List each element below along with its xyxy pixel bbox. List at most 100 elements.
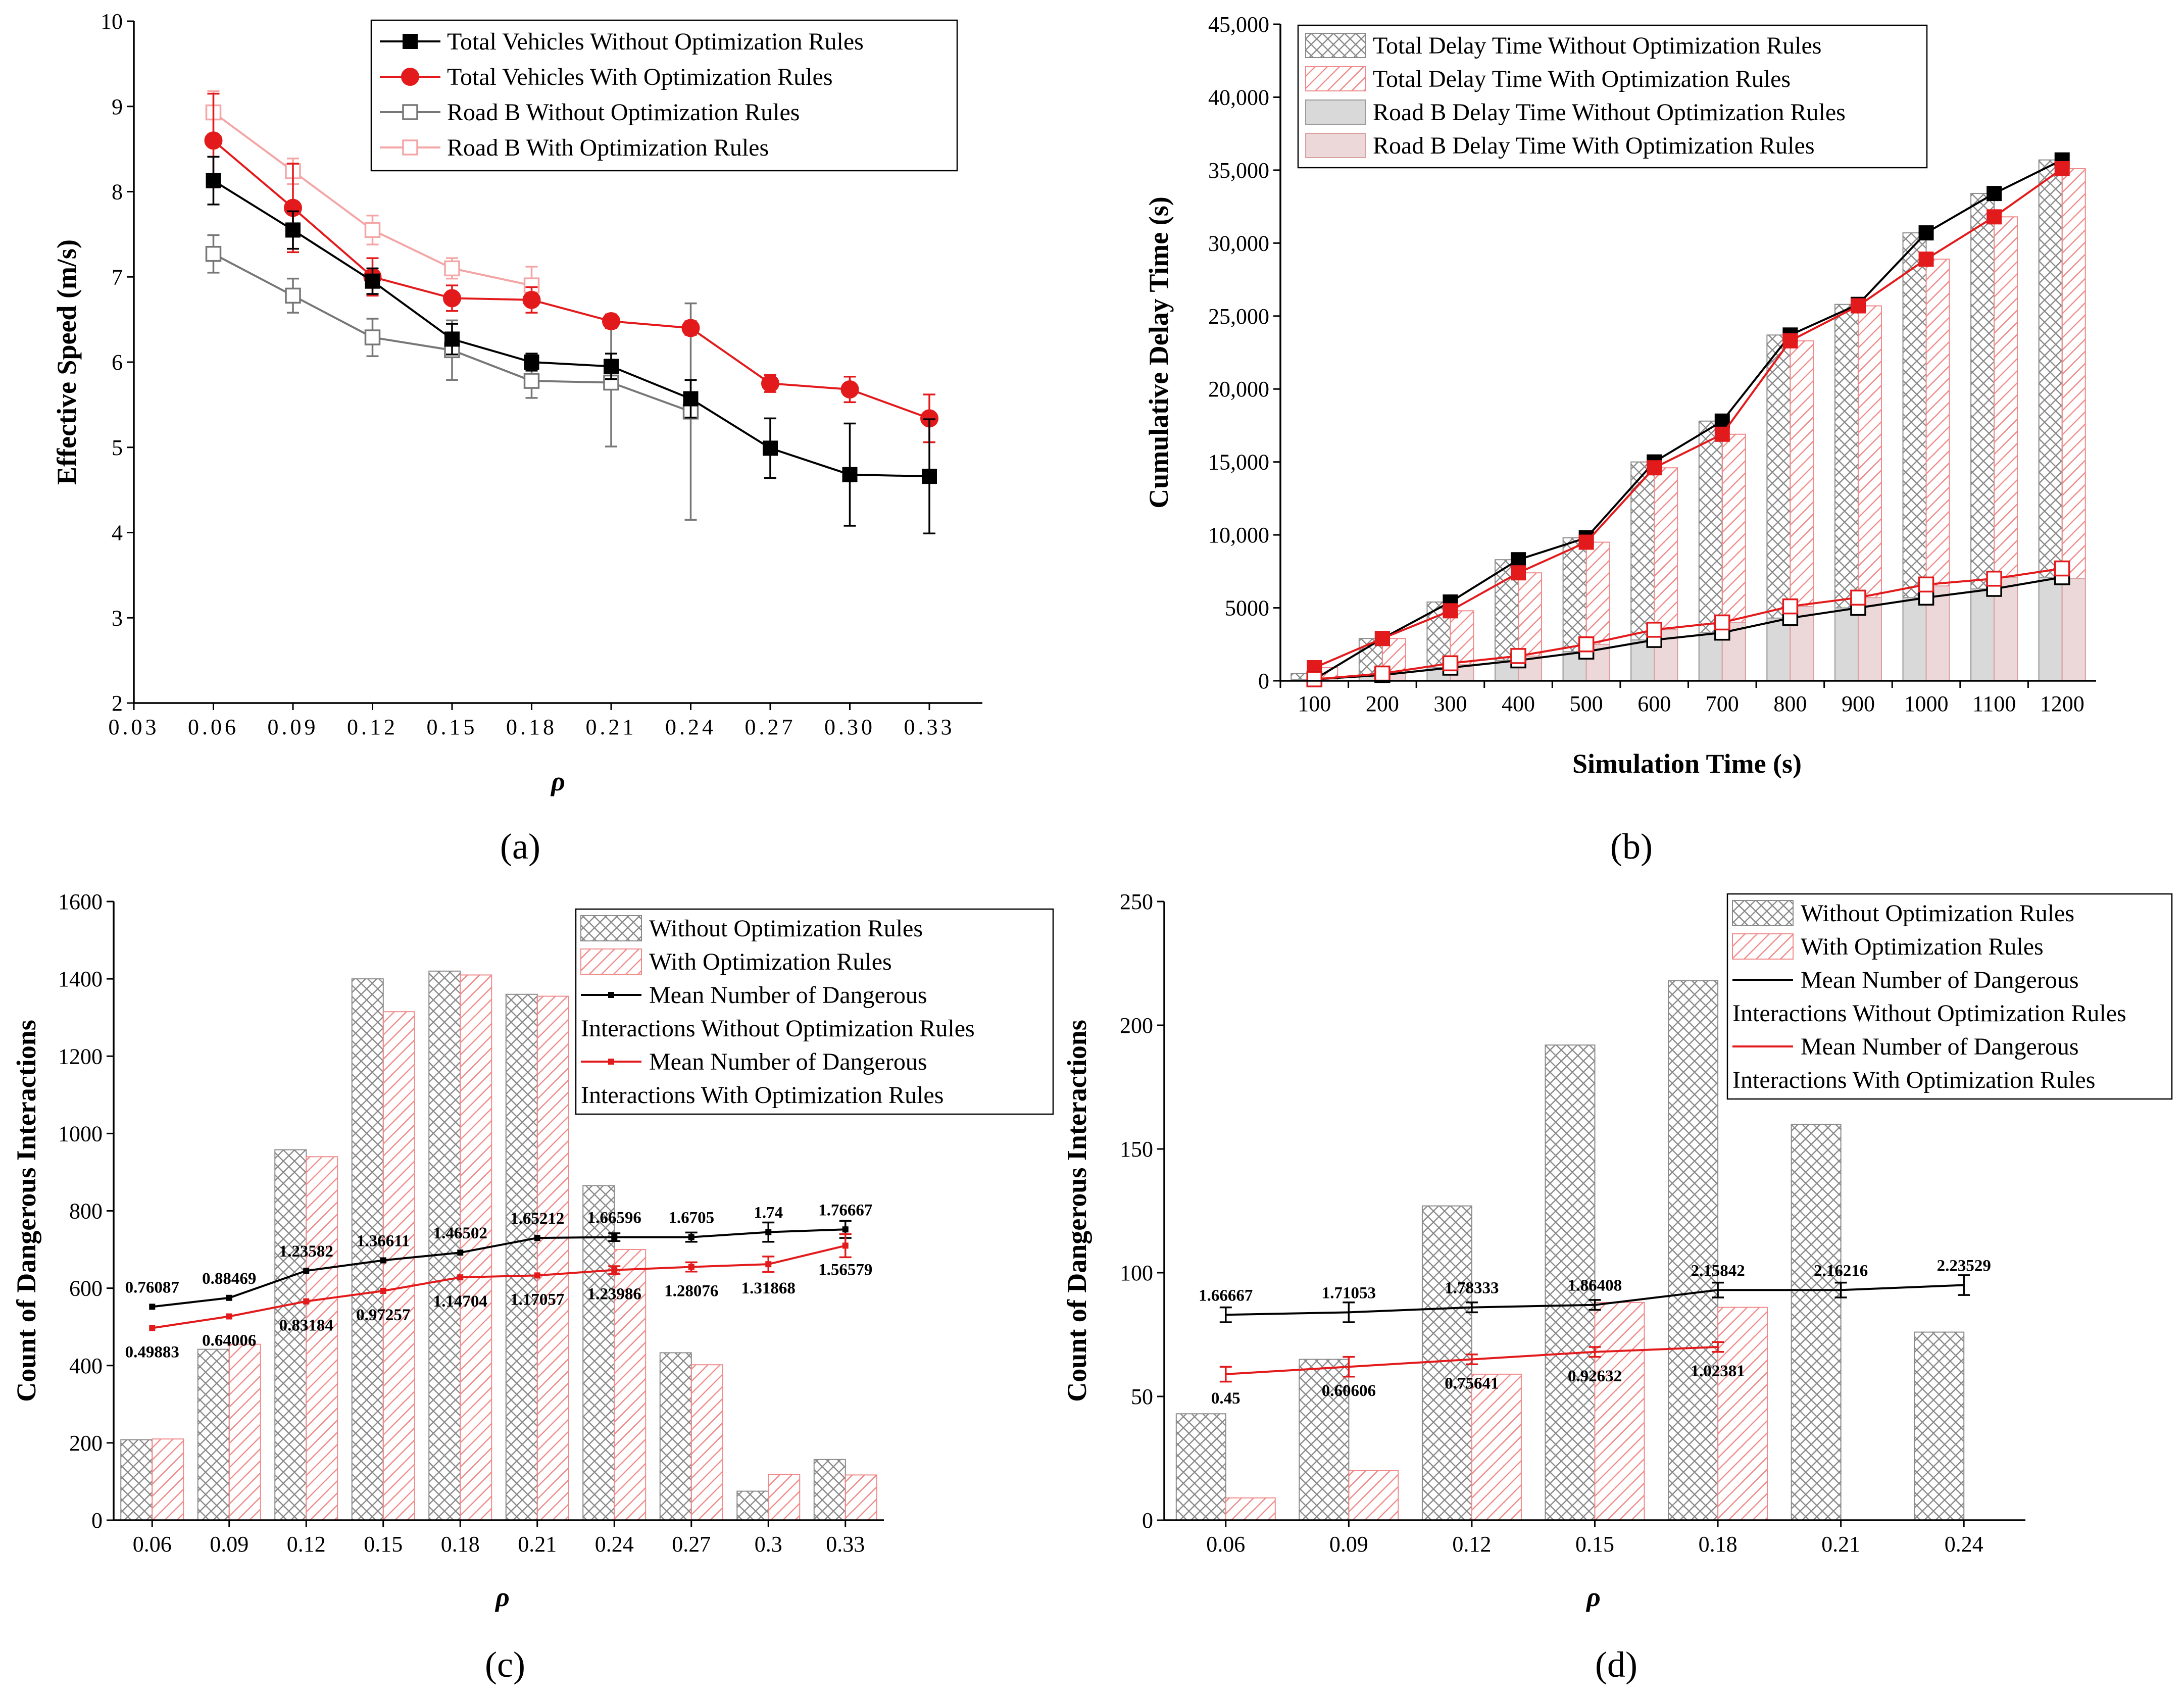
- data-point: [922, 469, 937, 484]
- data-point: [602, 312, 620, 330]
- data-label: 1.36611: [357, 1232, 410, 1250]
- x-tick-label: 0.30: [824, 715, 875, 739]
- line-series-0: [1307, 152, 2070, 687]
- x-tick-label: 0.33: [826, 1532, 865, 1557]
- bar: [614, 1249, 647, 1521]
- legend: Total Delay Time Without Optimization Ru…: [1297, 24, 1928, 169]
- x-tick-label: 0.06: [133, 1532, 172, 1557]
- data-point: [1443, 603, 1458, 619]
- legend-swatch: [1305, 33, 1366, 58]
- bar: [228, 1343, 261, 1521]
- data-point: [1647, 460, 1662, 476]
- legend-label: Total Delay Time With Optimization Rules: [1373, 66, 1791, 92]
- y-tick-label: 400: [69, 1354, 103, 1378]
- data-label: 2.16216: [1814, 1262, 1868, 1280]
- x-tick-label: 100: [1298, 691, 1331, 716]
- bar: [505, 993, 538, 1521]
- data-point: [206, 173, 221, 188]
- x-tick-label: 0.09: [210, 1532, 249, 1557]
- data-label: 1.86408: [1568, 1277, 1622, 1295]
- x-tick-label: 400: [1502, 691, 1535, 716]
- x-tick-label: 600: [1637, 691, 1671, 716]
- data-point: [1511, 552, 1526, 568]
- data-point: [1987, 209, 2002, 225]
- y-tick-label: 200: [69, 1431, 103, 1456]
- data-point: [2054, 161, 2070, 176]
- data-point: [1782, 333, 1798, 348]
- x-tick-label: 0.03: [109, 715, 160, 739]
- data-point: [1714, 426, 1730, 442]
- data-point: [524, 355, 539, 370]
- panel-c-chart: 0.76087 0.88469 1.23582 1.36611 1.46502 1.652…: [11, 889, 1054, 1685]
- y-tick-label: 50: [1131, 1384, 1153, 1409]
- y-tick-label: 100: [1120, 1261, 1153, 1285]
- legend-label: Interactions With Optimization Rules: [1732, 1067, 2095, 1093]
- y-tick-label: 800: [69, 1199, 103, 1224]
- x-tick-label: 0.09: [1329, 1532, 1368, 1557]
- data-label: 1.66596: [587, 1209, 641, 1227]
- line-series-1: [1307, 161, 2070, 675]
- bar: [306, 1156, 338, 1521]
- x-tick-label: 0.33: [904, 715, 955, 739]
- bar: [1902, 597, 1927, 682]
- legend-swatch: [580, 915, 642, 941]
- panel-label: (d): [1595, 1644, 1637, 1685]
- legend-label: Interactions Without Optimization Rules: [581, 1015, 975, 1042]
- bar: [1668, 980, 1719, 1521]
- data-point: [522, 290, 541, 309]
- bar: [582, 1185, 615, 1521]
- y-tick-label: 5000: [1225, 596, 1269, 621]
- y-tick-label: 40,000: [1208, 85, 1269, 110]
- data-label: 0.49883: [125, 1343, 179, 1361]
- data-point: [149, 1325, 156, 1331]
- panel-d-chart: 1.66667 1.71053 1.78333 1.86408 2.15842 2.162…: [1062, 889, 2173, 1685]
- data-point: [1986, 571, 2002, 587]
- data-point: [1578, 636, 1595, 653]
- x-tick-label: 0.06: [1206, 1532, 1245, 1557]
- y-tick-label: 10: [101, 9, 123, 34]
- data-point: [688, 1264, 694, 1270]
- legend-label: Total Delay Time Without Optimization Ru…: [1373, 32, 1821, 59]
- data-point: [2054, 560, 2070, 577]
- x-tick-label: 700: [1706, 691, 1739, 716]
- y-tick-label: 10,000: [1208, 523, 1269, 547]
- data-point: [1714, 614, 1730, 631]
- data-point: [1374, 665, 1391, 682]
- x-tick-label: 1200: [2040, 691, 2084, 716]
- series-line: [1314, 168, 2063, 669]
- data-label: 1.71053: [1322, 1284, 1376, 1302]
- x-axis-title: ρ: [494, 1582, 510, 1612]
- data-label: 1.14704: [433, 1292, 487, 1311]
- bar: [274, 1149, 307, 1521]
- x-axis-title: ρ: [550, 766, 565, 796]
- bar-series-1: [1225, 1302, 1768, 1521]
- data-label: 1.78333: [1445, 1279, 1499, 1297]
- x-tick-label: 0.21: [518, 1532, 557, 1557]
- data-point: [364, 222, 381, 238]
- bar: [690, 1364, 723, 1521]
- y-tick-label: 9: [112, 94, 123, 119]
- data-point: [364, 329, 381, 345]
- data-label: 1.66667: [1199, 1286, 1253, 1305]
- data-point: [226, 1294, 232, 1301]
- y-tick-label: 6: [112, 350, 123, 375]
- x-tick-label: 0.27: [672, 1532, 711, 1557]
- legend-marker: [403, 34, 418, 49]
- bar: [1348, 1470, 1399, 1521]
- data-point: [444, 331, 460, 347]
- bar: [1766, 617, 1791, 682]
- data-label: 1.02381: [1691, 1362, 1745, 1380]
- legend-label: Interactions Without Optimization Rules: [1732, 1000, 2126, 1027]
- y-tick-label: 0: [91, 1508, 103, 1533]
- series-line: [1314, 159, 2063, 680]
- data-point: [380, 1287, 386, 1294]
- legend: Without Optimization Rules With Optimizat…: [575, 908, 1054, 1115]
- data-label: 0.45: [1211, 1389, 1240, 1408]
- legend-swatch: [1305, 66, 1366, 91]
- data-label: 1.31868: [741, 1279, 796, 1297]
- data-point: [534, 1235, 540, 1241]
- legend-swatch: [1732, 933, 1794, 960]
- bar-series-0: [120, 970, 846, 1521]
- y-axis-title: Count of Dangerous Interactions: [11, 1020, 41, 1402]
- x-axis-title: ρ: [1585, 1582, 1601, 1612]
